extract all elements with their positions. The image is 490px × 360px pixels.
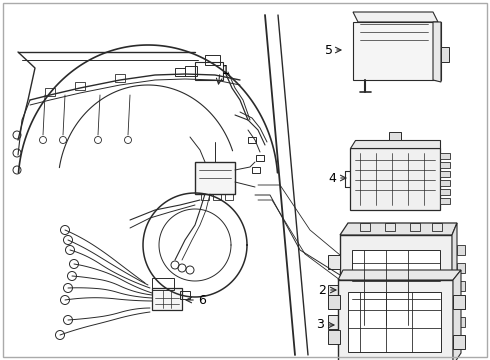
- Bar: [175, 68, 185, 76]
- Bar: [352, 250, 440, 325]
- Bar: [45, 88, 55, 96]
- Bar: [385, 223, 395, 231]
- Bar: [440, 171, 450, 177]
- Text: 3: 3: [316, 319, 324, 332]
- Polygon shape: [340, 223, 457, 235]
- Bar: [115, 74, 125, 82]
- Bar: [328, 315, 340, 329]
- Bar: [440, 162, 450, 168]
- Bar: [386, 340, 406, 350]
- Bar: [256, 155, 264, 161]
- Bar: [328, 295, 340, 309]
- Bar: [195, 62, 223, 80]
- Bar: [328, 285, 340, 299]
- Bar: [338, 280, 453, 360]
- Bar: [195, 162, 235, 194]
- Text: 4: 4: [328, 171, 336, 184]
- Bar: [350, 148, 440, 210]
- Bar: [441, 47, 449, 62]
- Bar: [410, 223, 420, 231]
- Text: 5: 5: [325, 44, 333, 57]
- Bar: [457, 263, 465, 273]
- Bar: [457, 299, 465, 309]
- Polygon shape: [453, 270, 461, 360]
- Bar: [75, 82, 85, 90]
- Bar: [389, 132, 401, 140]
- Bar: [440, 180, 450, 186]
- Bar: [453, 335, 465, 349]
- Polygon shape: [350, 140, 440, 148]
- Bar: [360, 223, 370, 231]
- Bar: [248, 137, 256, 143]
- Bar: [440, 153, 450, 159]
- Bar: [457, 281, 465, 291]
- Bar: [185, 66, 197, 76]
- Bar: [340, 235, 452, 340]
- Text: 6: 6: [198, 293, 206, 306]
- Bar: [225, 194, 233, 200]
- Bar: [201, 194, 209, 200]
- Text: 2: 2: [318, 284, 326, 297]
- Bar: [205, 55, 220, 65]
- Bar: [457, 317, 465, 327]
- Bar: [180, 291, 190, 299]
- Polygon shape: [338, 270, 461, 280]
- Bar: [348, 292, 441, 352]
- Bar: [213, 194, 221, 200]
- Polygon shape: [452, 223, 457, 340]
- Text: 1: 1: [222, 63, 230, 77]
- Bar: [152, 278, 174, 290]
- Polygon shape: [433, 22, 441, 82]
- Bar: [440, 189, 450, 195]
- Bar: [152, 288, 182, 310]
- Bar: [353, 22, 441, 80]
- Polygon shape: [353, 12, 438, 22]
- Bar: [328, 255, 340, 269]
- Bar: [457, 245, 465, 255]
- Bar: [252, 167, 260, 173]
- Bar: [453, 295, 465, 309]
- Bar: [328, 330, 340, 344]
- Bar: [432, 223, 442, 231]
- Bar: [440, 198, 450, 204]
